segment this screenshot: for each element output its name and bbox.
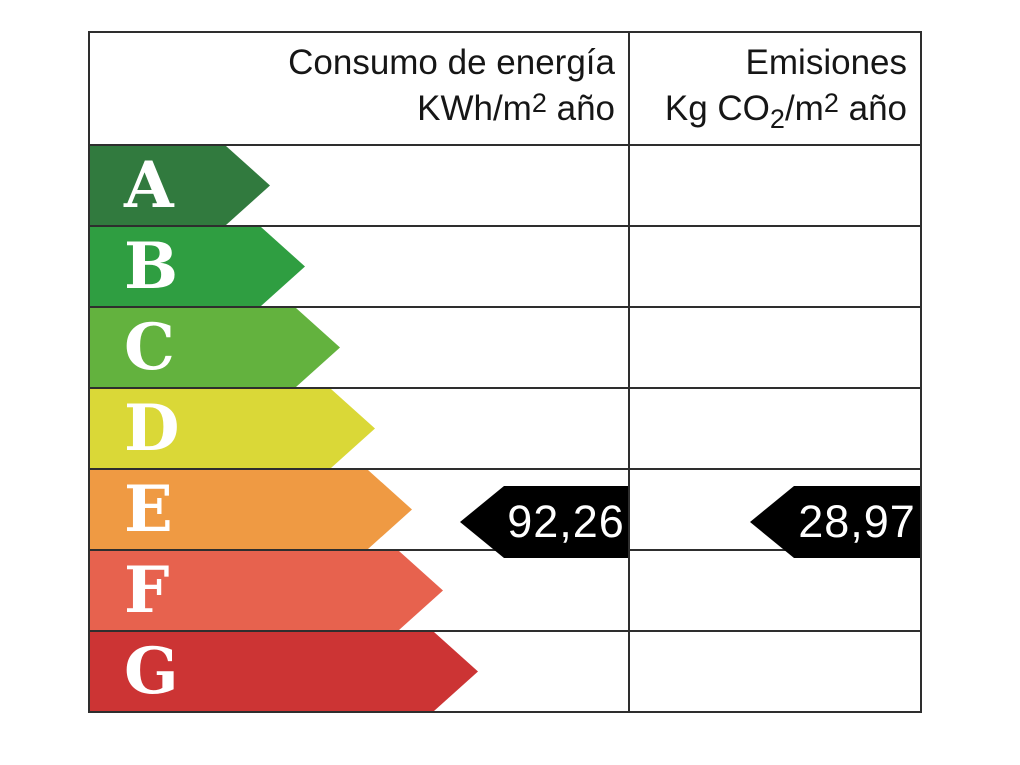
rating-letter-a: A <box>124 148 174 223</box>
rating-cell-b: B <box>90 227 630 306</box>
rating-cell-e: E 92,26 <box>90 470 630 558</box>
consumption-column-header: Consumo de energía KWh/m2 año <box>90 33 630 144</box>
emissions-cell-f <box>630 551 920 630</box>
emissions-value-arrow: 28,97 <box>750 486 920 558</box>
emissions-cell-e: 28,97 <box>630 470 920 558</box>
emissions-cell-d <box>630 389 920 468</box>
rating-arrow-e: E <box>90 470 412 549</box>
emissions-cell-b <box>630 227 920 306</box>
emissions-cell-c <box>630 308 920 387</box>
rating-row-b: B <box>90 227 920 308</box>
rating-arrow-g: G <box>90 632 478 711</box>
rating-row-e: E 92,26 28,97 <box>90 470 920 558</box>
rating-letter-b: B <box>124 229 179 304</box>
rating-cell-g: G <box>90 632 630 711</box>
table-header-row: Consumo de energía KWh/m2 año Emisiones … <box>90 33 920 146</box>
emissions-value: 28,97 <box>798 496 916 547</box>
rating-row-g: G <box>90 632 920 711</box>
rating-cell-a: A <box>90 146 630 225</box>
rating-arrow-c: C <box>90 308 340 387</box>
rating-row-f: F <box>90 551 920 632</box>
rating-row-d: D <box>90 389 920 470</box>
rating-row-a: A <box>90 146 920 227</box>
emissions-header-line2: Kg CO2/m2 año <box>664 87 907 134</box>
rating-letter-f: F <box>124 553 170 628</box>
rating-row-c: C <box>90 308 920 389</box>
rating-letter-d: D <box>124 391 180 466</box>
emissions-header-line1: Emisiones <box>745 42 907 82</box>
rating-cell-d: D <box>90 389 630 468</box>
rating-arrow-b: B <box>90 227 305 306</box>
rating-arrow-f: F <box>90 551 443 630</box>
consumption-header-line1: Consumo de energía <box>288 42 615 82</box>
emissions-cell-g <box>630 632 920 711</box>
rating-letter-e: E <box>124 472 173 547</box>
rating-cell-f: F <box>90 551 630 630</box>
superscript-2: 2 <box>823 87 839 118</box>
subscript-2: 2 <box>769 103 785 134</box>
consumption-value-arrow: 92,26 <box>460 486 628 558</box>
consumption-header-line2: KWh/m2 año <box>417 87 615 128</box>
rating-arrow-a: A <box>90 146 270 225</box>
rating-letter-g: G <box>124 634 179 709</box>
superscript-2: 2 <box>531 87 547 118</box>
rating-table: Consumo de energía KWh/m2 año Emisiones … <box>88 31 922 713</box>
emissions-cell-a <box>630 146 920 225</box>
emissions-column-header: Emisiones Kg CO2/m2 año <box>630 33 920 144</box>
rating-arrow-d: D <box>90 389 375 468</box>
rating-cell-c: C <box>90 308 630 387</box>
consumption-value: 92,26 <box>507 496 625 547</box>
rating-letter-c: C <box>124 310 175 385</box>
